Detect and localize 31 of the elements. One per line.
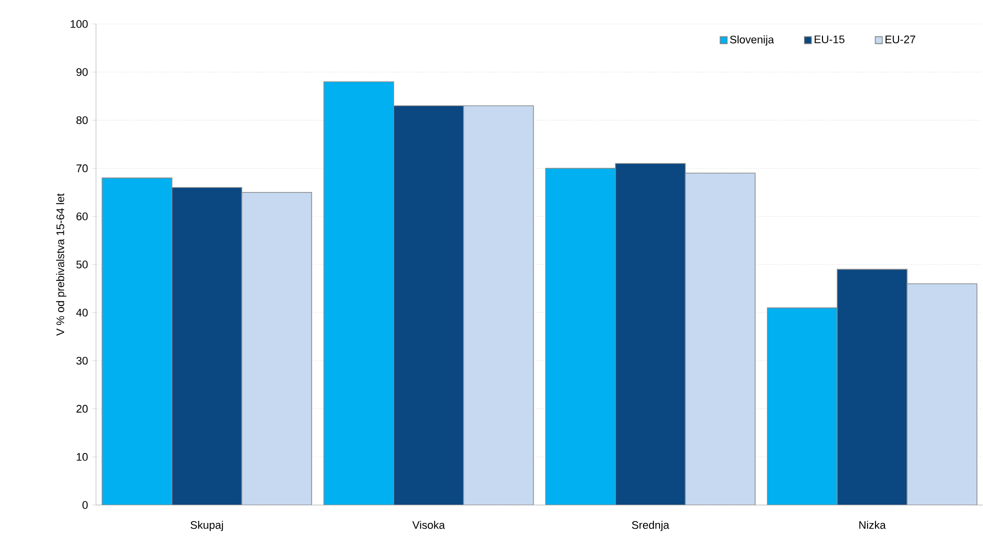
legend-label: EU-15: [814, 36, 844, 44]
bar: [241, 192, 312, 505]
y-tick-label: 50: [76, 260, 88, 268]
x-tick-label: Nizka: [859, 520, 886, 529]
bar: [906, 283, 978, 505]
bar: [172, 187, 242, 505]
y-tick-label: 90: [76, 68, 88, 76]
bar: [684, 172, 756, 505]
y-tick-label: 100: [70, 20, 88, 28]
y-axis-title: V % od prebivalstva 15-64 let: [56, 193, 66, 336]
bar: [393, 105, 464, 505]
legend-label: EU-27: [886, 36, 916, 44]
y-tick-label: 20: [76, 404, 88, 413]
bar: [102, 178, 172, 505]
y-tick-label: 0: [82, 501, 88, 509]
bar: [615, 163, 686, 505]
y-tick-label: 80: [76, 116, 88, 124]
x-tick-label: Skupaj: [190, 520, 223, 532]
y-tick-label: 40: [76, 308, 88, 316]
y-tick-label: 60: [76, 212, 88, 220]
bar: [463, 105, 534, 505]
bar: [545, 168, 616, 505]
y-tick-label: 30: [76, 356, 88, 365]
x-tick-label: Visoka: [412, 520, 445, 529]
x-tick-label: Srednja: [632, 520, 670, 532]
legend-label: Slovenija: [730, 35, 774, 46]
bar: [323, 81, 394, 505]
y-tick-label: 70: [76, 164, 88, 172]
bar: [836, 268, 908, 505]
bar: [766, 307, 838, 505]
y-tick-label: 10: [76, 453, 88, 461]
